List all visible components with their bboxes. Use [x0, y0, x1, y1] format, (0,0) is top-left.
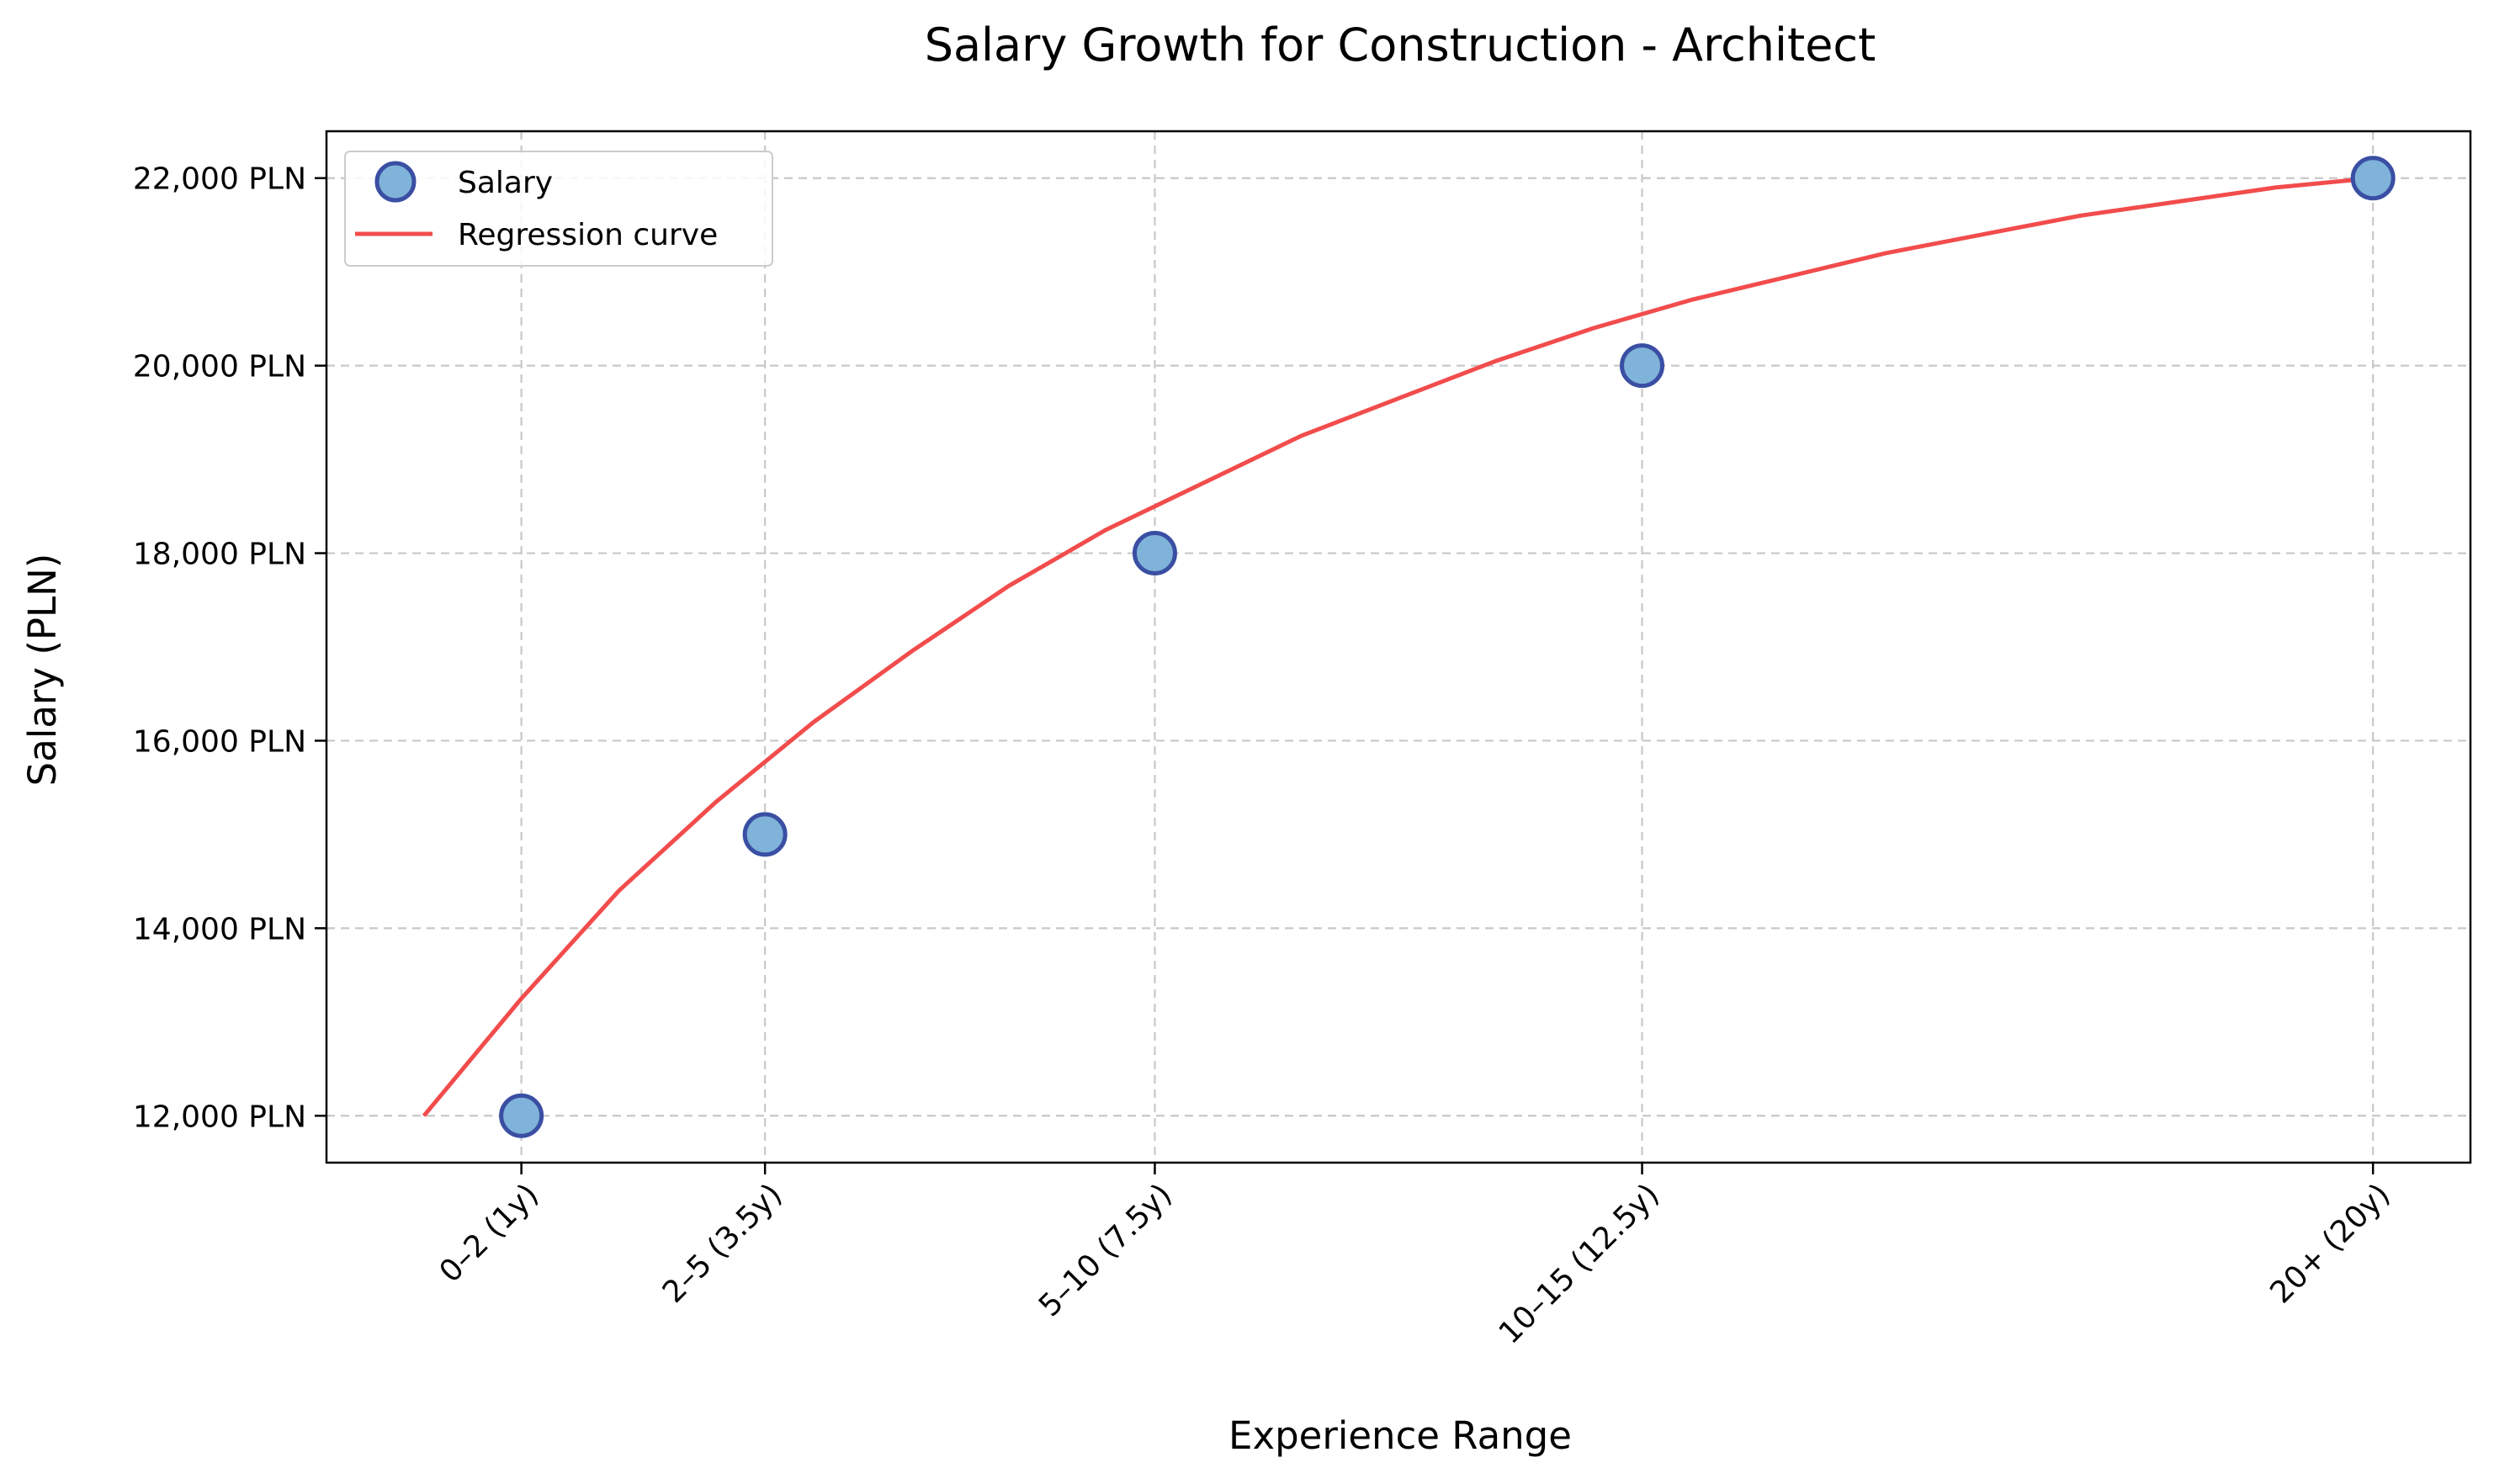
- salary-point: [1620, 343, 1665, 389]
- legend-box: [344, 151, 773, 267]
- salary-point: [2350, 156, 2396, 201]
- chart-title: Salary Growth for Construction - Archite…: [925, 19, 1876, 72]
- y-tick-label: 20,000 PLN: [133, 350, 306, 384]
- legend-regression-label: Regression curve: [458, 218, 718, 252]
- y-axis-label: Salary (PLN): [20, 554, 65, 787]
- regression-curve: [422, 176, 2374, 1117]
- y-tick-label: 22,000 PLN: [133, 162, 306, 197]
- legend-salary-marker: [374, 161, 417, 203]
- legend: Salary Regression curve: [344, 151, 773, 267]
- salary-point: [742, 812, 788, 857]
- salary-points-layer: [499, 156, 2396, 1138]
- x-tick-label: 5–10 (7.5y): [1032, 1177, 1179, 1323]
- regression-curve-layer: [422, 176, 2374, 1117]
- legend-salary-label: Salary: [458, 166, 553, 200]
- y-tick-label: 18,000 PLN: [133, 538, 306, 572]
- x-tick-label: 20+ (20y): [2263, 1177, 2396, 1310]
- salary-point: [1132, 531, 1177, 576]
- x-axis-label: Experience Range: [1228, 1413, 1572, 1458]
- x-tick-label: 10–15 (12.5y): [1493, 1177, 1666, 1350]
- salary-point: [499, 1093, 544, 1138]
- x-tick-label: 2–5 (3.5y): [656, 1177, 789, 1310]
- plot-frame: [325, 130, 2472, 1164]
- y-axis-ticks: 12,000 PLN 14,000 PLN 16,000 PLN 18,000 PLN…: [133, 162, 326, 1134]
- y-tick-label: 14,000 PLN: [133, 912, 306, 946]
- x-axis-ticks: 0–2 (1y) 2–5 (3.5y) 5–10 (7.5y) 10–15 (12.5…: [433, 1163, 2397, 1351]
- grid-lines: [326, 131, 2470, 1163]
- y-tick-label: 12,000 PLN: [133, 1100, 306, 1134]
- x-tick-label: 0–2 (1y): [433, 1177, 545, 1289]
- y-tick-label: 16,000 PLN: [133, 724, 306, 759]
